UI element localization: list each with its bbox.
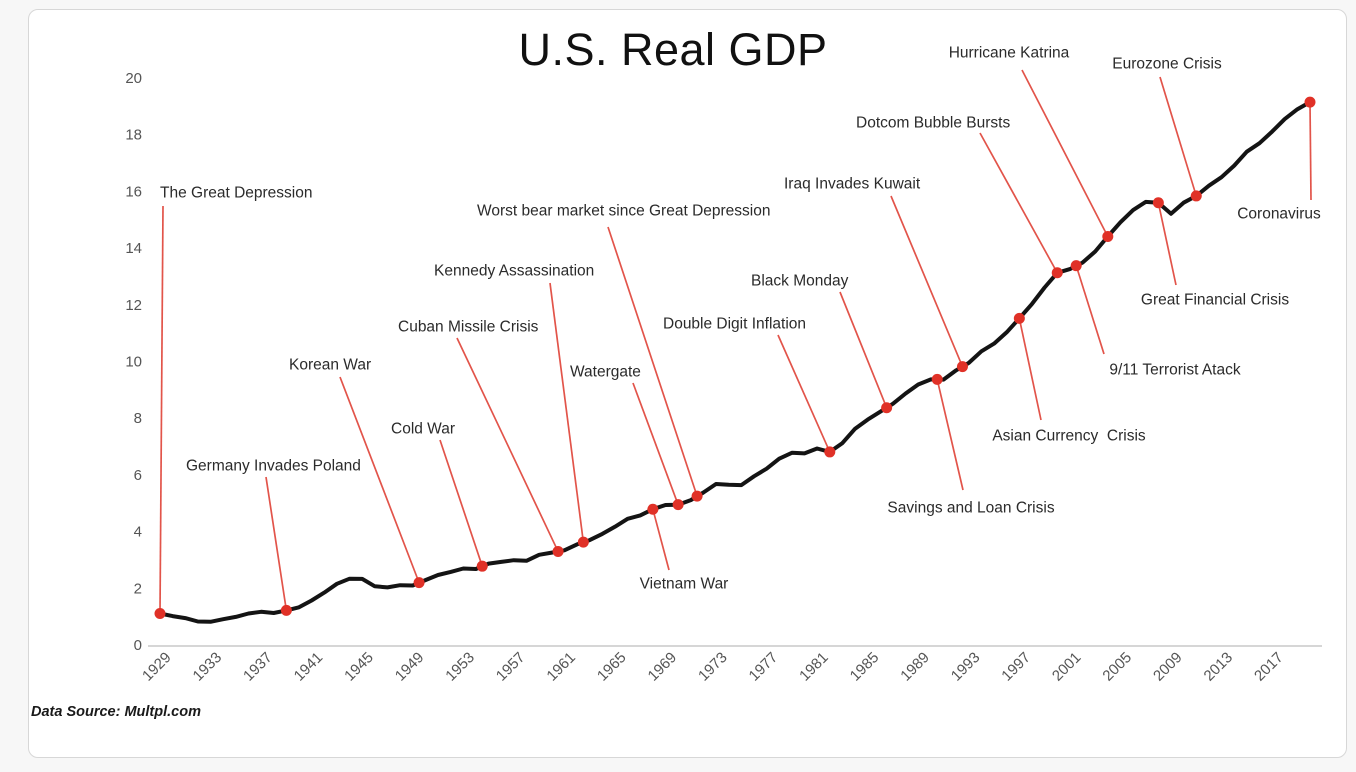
event-leader-line: [265, 476, 288, 611]
y-tick-label: 8: [134, 410, 142, 427]
event-label: Vietnam War: [640, 576, 729, 593]
event-marker-dot: [691, 490, 703, 502]
event-leader-line: [890, 195, 964, 367]
chart-title: U.S. Real GDP: [518, 24, 828, 75]
event-label: Savings and Loan Crisis: [887, 500, 1054, 517]
event-marker-dot: [672, 499, 684, 511]
event-label: Watergate: [570, 364, 641, 381]
x-tick-label: 1981: [796, 649, 832, 685]
y-tick-label: 18: [125, 127, 142, 144]
x-tick-label: 1933: [190, 649, 226, 685]
x-tick-label: 1977: [746, 649, 782, 685]
y-tick-label: 2: [134, 580, 142, 597]
event-label: 9/11 Terrorist Atack: [1109, 362, 1240, 379]
x-tick-label: 1997: [998, 649, 1034, 685]
event-leader-line: [1159, 76, 1198, 197]
x-tick-label: 1957: [493, 649, 529, 685]
event-label: Eurozone Crisis: [1112, 56, 1222, 73]
x-tick-label: 1937: [240, 649, 276, 685]
event-label: Korean War: [289, 357, 371, 374]
event-label: Dotcom Bubble Bursts: [856, 115, 1010, 132]
x-tick-label: 1989: [897, 649, 933, 685]
x-tick-label: 1961: [543, 649, 579, 685]
x-tick-label: 2001: [1049, 649, 1085, 685]
y-tick-label: 4: [134, 524, 142, 541]
event-label: Worst bear market since Great Depression: [477, 203, 770, 220]
y-tick-label: 16: [125, 183, 142, 200]
event-marker-dot: [881, 402, 893, 414]
event-marker-dot: [413, 577, 425, 589]
event-marker-dot: [280, 604, 292, 616]
event-marker-dot: [476, 560, 488, 572]
x-tick-label: 1929: [139, 649, 175, 685]
event-leader-line: [159, 205, 164, 614]
event-marker-dot: [647, 503, 659, 515]
event-leader-line: [979, 132, 1058, 274]
x-tick-label: 1953: [442, 649, 478, 685]
event-marker-dot: [577, 536, 589, 548]
x-tick-label: 1965: [594, 649, 630, 685]
event-marker-dot: [1070, 260, 1082, 272]
event-leader-line: [936, 379, 964, 491]
event-marker-dot: [154, 608, 166, 620]
event-marker-dot: [931, 373, 943, 385]
x-tick-label: 1973: [695, 649, 731, 685]
event-label: Cold War: [391, 421, 455, 438]
event-label: Double Digit Inflation: [663, 316, 806, 333]
y-tick-label: 6: [134, 467, 142, 484]
y-tick-label: 12: [125, 297, 142, 314]
event-leader-line: [777, 334, 831, 453]
x-tick-label: 1969: [645, 649, 681, 685]
x-tick-label: 1941: [291, 649, 327, 685]
y-tick-label: 10: [125, 354, 142, 371]
y-tick-label: 0: [134, 637, 142, 654]
x-tick-label: 2005: [1099, 649, 1135, 685]
event-label: The Great Depression: [160, 185, 313, 202]
event-marker-dot: [1152, 197, 1164, 209]
x-tick-label: 2009: [1150, 649, 1186, 685]
event-label: Iraq Invades Kuwait: [784, 176, 921, 193]
event-leader-line: [607, 226, 698, 497]
event-leader-line: [1021, 69, 1109, 237]
event-label: Asian Currency Crisis: [992, 428, 1146, 445]
event-marker-dot: [1013, 312, 1025, 324]
event-leader-line: [1075, 265, 1105, 355]
event-label: Great Financial Crisis: [1141, 292, 1289, 309]
event-marker-dot: [824, 446, 836, 458]
event-leader-line: [1309, 102, 1312, 201]
event-leader-line: [652, 508, 670, 571]
event-leader-line: [1157, 202, 1177, 286]
y-tick-label: 14: [125, 240, 142, 257]
event-label: Black Monday: [751, 273, 849, 290]
event-label: Hurricane Katrina: [949, 45, 1070, 62]
event-leader-line: [339, 376, 420, 583]
event-leader-line: [549, 282, 585, 543]
event-marker-dot: [1304, 96, 1316, 108]
event-leader-line: [456, 337, 559, 552]
event-leader-line: [839, 291, 888, 409]
x-tick-label: 1985: [847, 649, 883, 685]
event-label: Cuban Missile Crisis: [398, 319, 539, 336]
event-marker-dot: [552, 545, 564, 557]
chart-card: [28, 9, 1347, 758]
x-tick-label: 2013: [1201, 649, 1237, 685]
event-label: Germany Invades Poland: [186, 458, 361, 475]
x-tick-label: 1993: [948, 649, 984, 685]
event-marker-dot: [1102, 230, 1114, 242]
event-leader-line: [1018, 318, 1042, 421]
x-tick-label: 2017: [1251, 649, 1287, 685]
event-label: Coronavirus: [1237, 206, 1321, 223]
event-marker-dot: [1190, 190, 1202, 202]
gdp-line: [158, 100, 1312, 624]
data-source-note: Data Source: Multpl.com: [31, 704, 201, 720]
event-marker-dot: [956, 361, 968, 373]
x-tick-label: 1945: [341, 649, 377, 685]
event-marker-dot: [1051, 267, 1063, 279]
event-leader-line: [439, 439, 484, 567]
event-leader-line: [632, 382, 679, 505]
event-label: Kennedy Assassination: [434, 263, 594, 280]
x-tick-label: 1949: [392, 649, 428, 685]
y-tick-label: 20: [125, 70, 142, 87]
